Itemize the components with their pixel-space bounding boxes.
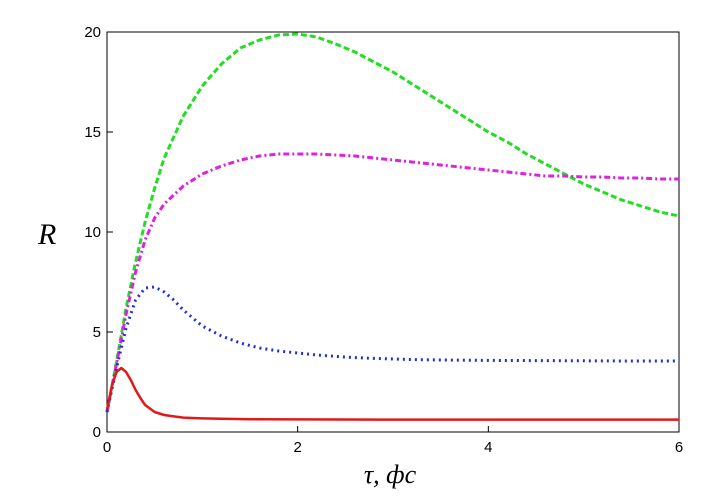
- series-line-4: [105, 366, 679, 421]
- x-tick-label: 2: [293, 439, 301, 456]
- y-tick-label: 5: [93, 324, 101, 341]
- y-tick-label: 10: [84, 224, 101, 241]
- y-tick-label: 20: [84, 24, 101, 41]
- series-line-1: [105, 32, 680, 413]
- series-line-2: [105, 152, 679, 413]
- x-tick-label: 4: [484, 439, 492, 456]
- x-axis-label: τ, фс: [364, 460, 417, 489]
- x-tick-label: 6: [675, 439, 683, 456]
- y-tick-label: 0: [93, 424, 101, 441]
- tick-layer: 0 2 4 6 0 5 10 15 20: [84, 24, 683, 456]
- x-tick-label: 0: [103, 439, 111, 456]
- plot-area-border: [106, 31, 680, 433]
- series-layer: [105, 32, 680, 421]
- plot-frame: [106, 31, 680, 433]
- series-line-3: [105, 285, 679, 413]
- y-tick-label: 15: [84, 124, 101, 141]
- y-axis-label: R: [37, 218, 56, 251]
